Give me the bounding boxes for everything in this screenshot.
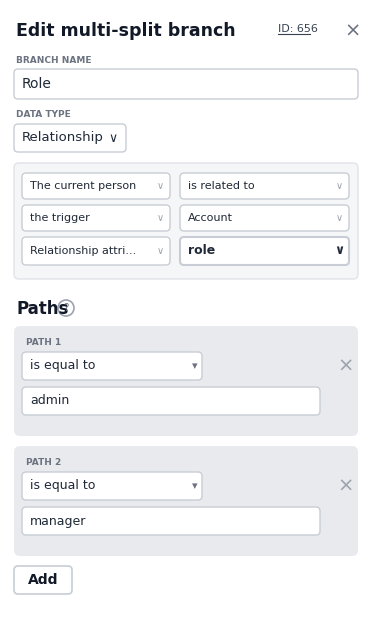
FancyBboxPatch shape	[22, 237, 170, 265]
Text: Paths: Paths	[16, 300, 68, 318]
FancyBboxPatch shape	[14, 124, 126, 152]
Text: ?: ?	[63, 303, 69, 313]
FancyBboxPatch shape	[22, 173, 170, 199]
FancyBboxPatch shape	[14, 566, 72, 594]
Text: manager: manager	[30, 515, 87, 527]
FancyBboxPatch shape	[14, 326, 358, 436]
FancyBboxPatch shape	[22, 507, 320, 535]
Text: Account: Account	[188, 213, 233, 223]
Text: Add: Add	[28, 573, 58, 587]
FancyBboxPatch shape	[14, 446, 358, 556]
FancyBboxPatch shape	[180, 237, 349, 265]
Text: ▾: ▾	[192, 481, 198, 491]
Text: Relationship attri...: Relationship attri...	[30, 246, 136, 256]
FancyBboxPatch shape	[14, 69, 358, 99]
Text: ∨: ∨	[157, 246, 164, 256]
FancyBboxPatch shape	[180, 205, 349, 231]
Text: PATH 2: PATH 2	[26, 458, 61, 467]
Text: The current person: The current person	[30, 181, 136, 191]
Text: is equal to: is equal to	[30, 479, 95, 492]
Text: ∨: ∨	[336, 181, 343, 191]
Text: ∨: ∨	[108, 132, 117, 145]
Text: ×: ×	[337, 356, 353, 376]
Text: role: role	[188, 245, 215, 258]
Text: ∨: ∨	[334, 245, 344, 258]
Text: DATA TYPE: DATA TYPE	[16, 110, 71, 119]
Text: ∨: ∨	[336, 213, 343, 223]
FancyBboxPatch shape	[22, 472, 202, 500]
Text: ∨: ∨	[157, 181, 164, 191]
Text: ×: ×	[337, 477, 353, 495]
Text: ×: ×	[344, 22, 360, 41]
Text: ▾: ▾	[192, 361, 198, 371]
Text: ID: 656: ID: 656	[278, 24, 318, 34]
Text: is related to: is related to	[188, 181, 255, 191]
FancyBboxPatch shape	[22, 352, 202, 380]
Text: admin: admin	[30, 394, 69, 407]
Text: Relationship: Relationship	[22, 132, 104, 145]
FancyBboxPatch shape	[180, 173, 349, 199]
Text: BRANCH NAME: BRANCH NAME	[16, 56, 91, 65]
Text: is equal to: is equal to	[30, 359, 95, 373]
FancyBboxPatch shape	[22, 205, 170, 231]
Text: the trigger: the trigger	[30, 213, 90, 223]
FancyBboxPatch shape	[14, 163, 358, 279]
Text: ∨: ∨	[157, 213, 164, 223]
Text: Edit multi-split branch: Edit multi-split branch	[16, 22, 236, 40]
Text: PATH 1: PATH 1	[26, 338, 61, 347]
FancyBboxPatch shape	[22, 387, 320, 415]
Text: Role: Role	[22, 77, 52, 91]
